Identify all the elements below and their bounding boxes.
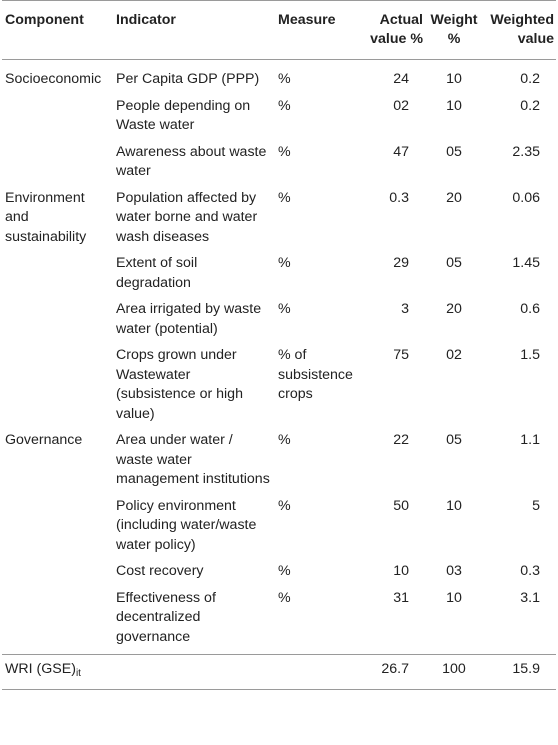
cell-actual-value: 10 bbox=[393, 563, 409, 579]
cell-measure: % bbox=[278, 143, 291, 160]
cell-weighted-value: 0.6 bbox=[520, 301, 540, 317]
table-row: Crops grown under Wastewater (subsistenc… bbox=[2, 346, 556, 431]
total-actual-value: 26.7 bbox=[381, 661, 409, 677]
header-actual-value: Actual value % bbox=[370, 12, 423, 47]
cell-actual-value: 22 bbox=[393, 432, 409, 448]
table-row: Socioeconomic Per Capita GDP (PPP)% 24 10 0.… bbox=[2, 60, 556, 97]
cell-component: Environment and sustainability bbox=[5, 189, 87, 245]
cell-weighted-value: 0.06 bbox=[512, 189, 540, 206]
cell-actual-value: 47 bbox=[393, 143, 409, 160]
cell-weight: 03 bbox=[446, 563, 462, 579]
cell-weighted-value: 1.45 bbox=[512, 255, 540, 271]
cell-component bbox=[2, 589, 113, 655]
total-label: WRI (GSE)it bbox=[2, 655, 113, 690]
table-body: Socioeconomic Per Capita GDP (PPP)% 24 10 0.… bbox=[2, 60, 556, 690]
cell-weight: 10 bbox=[446, 497, 462, 514]
total-weight: 100 bbox=[442, 661, 466, 677]
table-row: People depending on Waste water% 02 10 0.2 bbox=[2, 97, 556, 143]
cell-weighted-value: 0.3 bbox=[520, 563, 540, 579]
header-row: Component Indicator Measure Actual value… bbox=[2, 0, 556, 60]
cell-measure: % of subsistence crops bbox=[278, 347, 353, 402]
total-label-subscript: it bbox=[75, 668, 81, 679]
cell-actual-value: 02 bbox=[393, 97, 409, 114]
cell-weight: 20 bbox=[446, 189, 462, 206]
cell-indicator: Effectiveness of decentralized governanc… bbox=[116, 589, 216, 645]
cell-actual-value: 29 bbox=[393, 255, 409, 271]
cell-measure: % bbox=[278, 255, 291, 271]
cell-weighted-value: 1.1 bbox=[520, 432, 540, 448]
cell-actual-value: 75 bbox=[393, 347, 409, 363]
cell-actual-value: 3 bbox=[401, 301, 409, 317]
table-row: Extent of soil degradation% 29 05 1.45 bbox=[2, 254, 556, 300]
cell-weight: 05 bbox=[446, 255, 462, 271]
cell-weighted-value: 0.2 bbox=[520, 71, 540, 87]
cell-component bbox=[2, 497, 113, 563]
cell-indicator: Awareness about waste water bbox=[116, 143, 267, 180]
cell-weighted-value: 3.1 bbox=[520, 589, 540, 606]
total-measure bbox=[275, 655, 357, 690]
cell-component bbox=[2, 562, 113, 589]
cell-indicator: Area under water / waste water managemen… bbox=[116, 432, 270, 487]
cell-indicator: Cost recovery bbox=[116, 563, 204, 579]
header-indicator: Indicator bbox=[116, 12, 176, 28]
cell-actual-value: 24 bbox=[393, 71, 409, 87]
cell-actual-value: 0.3 bbox=[389, 189, 409, 206]
cell-indicator: Area irrigated by waste water (potential… bbox=[116, 301, 262, 337]
cell-measure: % bbox=[278, 71, 291, 87]
header-component: Component bbox=[5, 12, 84, 28]
header-weight: Weight % bbox=[430, 12, 478, 47]
header-measure: Measure bbox=[278, 12, 336, 28]
table-row: Awareness about waste water% 47 05 2.35 bbox=[2, 143, 556, 189]
table-row: Environment and sustainability Population… bbox=[2, 189, 556, 255]
cell-measure: % bbox=[278, 563, 291, 579]
table-row: Policy environment (including water/wast… bbox=[2, 497, 556, 563]
cell-measure: % bbox=[278, 432, 291, 448]
cell-weighted-value: 1.5 bbox=[520, 347, 540, 363]
cell-measure: % bbox=[278, 189, 291, 206]
cell-weight: 02 bbox=[446, 347, 462, 363]
header-weighted-value: Weighted value bbox=[490, 12, 554, 47]
cell-indicator: Policy environment (including water/wast… bbox=[116, 497, 257, 553]
cell-component bbox=[2, 254, 113, 300]
total-label-text: WRI (GSE) bbox=[5, 661, 76, 677]
cell-measure: % bbox=[278, 497, 291, 514]
cell-indicator: Extent of soil degradation bbox=[116, 255, 198, 291]
cell-indicator: Crops grown under Wastewater (subsistenc… bbox=[116, 347, 243, 422]
cell-weight: 20 bbox=[446, 301, 462, 317]
cell-measure: % bbox=[278, 589, 291, 606]
cell-weight: 10 bbox=[446, 97, 462, 114]
table-row: Area irrigated by waste water (potential… bbox=[2, 300, 556, 346]
total-indicator bbox=[113, 655, 275, 690]
cell-weighted-value: 0.2 bbox=[520, 97, 540, 114]
cell-weight: 10 bbox=[446, 589, 462, 606]
table-row: Effectiveness of decentralized governanc… bbox=[2, 589, 556, 655]
cell-actual-value: 31 bbox=[393, 589, 409, 606]
cell-component bbox=[2, 346, 113, 431]
wri-table: Component Indicator Measure Actual value… bbox=[2, 0, 556, 690]
cell-measure: % bbox=[278, 97, 291, 114]
cell-component: Socioeconomic bbox=[5, 71, 102, 87]
cell-weight: 10 bbox=[446, 71, 462, 87]
cell-weighted-value: 5 bbox=[532, 497, 540, 514]
cell-actual-value: 50 bbox=[393, 497, 409, 514]
cell-indicator: People depending on Waste water bbox=[116, 97, 251, 134]
cell-component bbox=[2, 300, 113, 346]
table-header: Component Indicator Measure Actual value… bbox=[2, 0, 556, 60]
cell-measure: % bbox=[278, 301, 291, 317]
total-weighted-value: 15.9 bbox=[512, 661, 540, 677]
cell-indicator: Per Capita GDP (PPP) bbox=[116, 71, 260, 87]
cell-component bbox=[2, 97, 113, 143]
table-row: Governance Area under water / waste water… bbox=[2, 431, 556, 497]
cell-indicator: Population affected by water borne and w… bbox=[116, 189, 258, 245]
cell-weight: 05 bbox=[446, 432, 462, 448]
cell-weighted-value: 2.35 bbox=[512, 143, 540, 160]
cell-component bbox=[2, 143, 113, 189]
table-row: Cost recovery% 10 03 0.3 bbox=[2, 562, 556, 589]
cell-component: Governance bbox=[5, 432, 83, 448]
total-row: WRI (GSE)it 26.7 100 15.9 bbox=[2, 654, 556, 690]
cell-weight: 05 bbox=[446, 143, 462, 160]
